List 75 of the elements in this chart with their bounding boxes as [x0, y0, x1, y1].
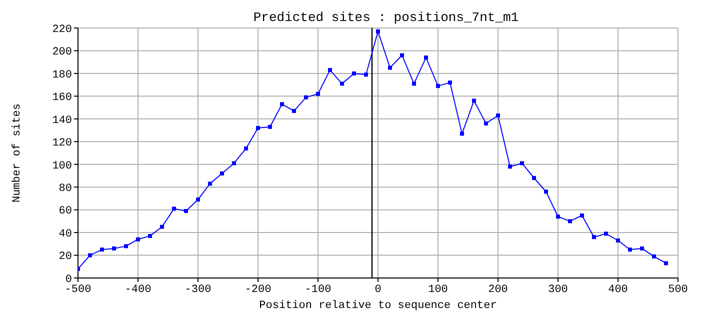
point [112, 246, 116, 250]
point [508, 164, 512, 169]
point [664, 261, 668, 266]
point [220, 171, 224, 176]
point [628, 248, 632, 252]
x-tick-label: 200 [488, 284, 508, 296]
y-tick-label: 200 [52, 46, 72, 59]
point [172, 206, 176, 211]
point [208, 182, 212, 186]
point [100, 248, 104, 252]
point [316, 92, 320, 96]
point [544, 190, 548, 194]
point [424, 56, 428, 60]
point [388, 66, 392, 70]
point [304, 95, 308, 100]
point [412, 82, 416, 86]
x-tick-label: -100 [304, 284, 332, 296]
point [124, 244, 128, 248]
x-axis-title: Position relative to sequence center [259, 300, 497, 312]
point [568, 219, 572, 224]
x-tick-label: -500 [64, 284, 92, 296]
x-tick-label: 500 [668, 284, 688, 296]
point [256, 126, 260, 130]
point [400, 53, 404, 58]
point [244, 146, 248, 150]
point [340, 82, 344, 86]
point [280, 102, 284, 106]
point [232, 161, 236, 166]
chart-title: Predicted sites : positions_7nt_m1 [252, 10, 520, 25]
point [652, 254, 656, 258]
x-tick-label: -400 [124, 284, 152, 296]
point [556, 214, 560, 219]
y-tick-label: 20 [58, 251, 72, 264]
point [520, 161, 524, 166]
y-tick-label: 60 [58, 206, 72, 218]
y-tick-label: 180 [52, 69, 72, 82]
point [364, 72, 368, 77]
point [496, 114, 500, 118]
point [352, 71, 356, 76]
x-tick-label: 0 [374, 284, 382, 296]
point [436, 84, 440, 88]
y-tick-label: 220 [52, 24, 72, 36]
point [604, 232, 608, 236]
y-tick-label: 120 [52, 138, 72, 150]
point [484, 121, 488, 126]
y-axis-title: Number of sites [12, 103, 24, 203]
y-tick-label: 0 [65, 274, 72, 286]
y-tick-label: 80 [58, 182, 72, 195]
point [640, 246, 644, 250]
x-tick-label: 100 [428, 284, 448, 296]
point [148, 234, 152, 238]
point [328, 68, 332, 72]
point [292, 108, 296, 113]
point [580, 214, 584, 218]
x-tick-label: 300 [548, 284, 568, 296]
point [160, 224, 164, 229]
point [184, 208, 188, 213]
y-tick-label: 160 [52, 92, 72, 104]
x-tick-label: -200 [244, 284, 272, 296]
point [88, 253, 92, 258]
point [196, 198, 200, 202]
y-tick-label: 140 [52, 114, 72, 127]
point [472, 98, 476, 103]
point [616, 238, 620, 242]
y-tick-label: 40 [58, 228, 72, 240]
point [448, 80, 452, 85]
point [460, 132, 464, 136]
x-tick-label: -300 [184, 284, 212, 296]
point [532, 176, 536, 180]
x-tick-label: 400 [608, 284, 628, 296]
point [136, 237, 140, 242]
point [592, 235, 596, 240]
point [376, 29, 380, 34]
y-tick-label: 100 [52, 160, 72, 172]
point [268, 124, 272, 129]
